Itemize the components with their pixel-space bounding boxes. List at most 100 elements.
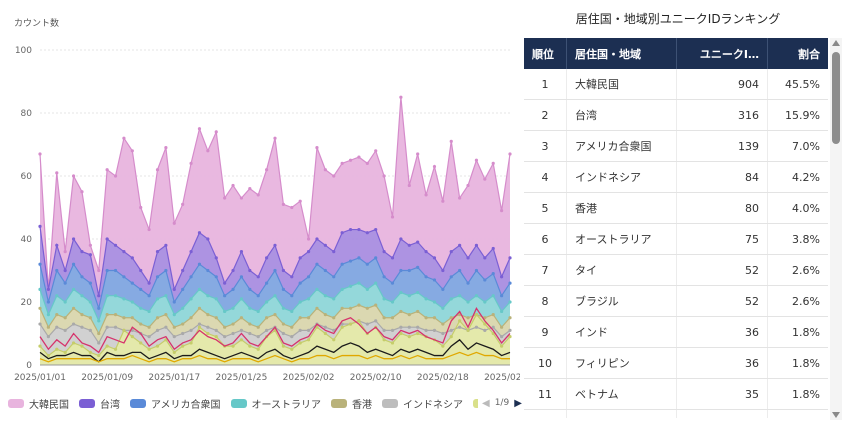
data-point[interactable]	[197, 322, 202, 326]
data-point[interactable]	[181, 268, 185, 273]
data-point[interactable]	[323, 294, 327, 298]
data-point[interactable]	[71, 262, 76, 266]
data-point[interactable]	[38, 306, 42, 310]
data-point[interactable]	[290, 294, 294, 298]
data-point[interactable]	[46, 335, 50, 339]
data-point[interactable]	[189, 297, 193, 301]
data-point[interactable]	[164, 325, 168, 329]
data-point[interactable]	[214, 275, 218, 279]
data-point[interactable]	[332, 297, 336, 301]
header-ratio[interactable]: 割合	[798, 47, 820, 61]
data-point[interactable]	[290, 275, 294, 279]
data-point[interactable]	[122, 250, 126, 254]
data-point[interactable]	[449, 316, 453, 320]
data-point[interactable]	[46, 313, 50, 317]
data-point[interactable]	[407, 335, 411, 339]
data-point[interactable]	[298, 300, 302, 304]
data-point[interactable]	[181, 344, 185, 348]
data-point[interactable]	[55, 243, 59, 247]
data-point[interactable]	[298, 281, 302, 285]
data-point[interactable]	[399, 237, 403, 241]
data-point[interactable]	[147, 347, 151, 351]
data-point[interactable]	[181, 322, 185, 326]
data-point[interactable]	[407, 313, 411, 317]
data-point[interactable]	[88, 350, 92, 354]
data-point[interactable]	[416, 309, 420, 314]
data-point[interactable]	[55, 313, 59, 317]
data-point[interactable]	[147, 281, 151, 285]
data-point[interactable]	[256, 309, 260, 314]
data-point[interactable]	[357, 319, 361, 323]
data-point[interactable]	[357, 256, 361, 260]
data-point[interactable]	[491, 294, 495, 298]
data-point[interactable]	[508, 335, 512, 339]
data-point[interactable]	[97, 294, 101, 298]
data-point[interactable]	[197, 127, 202, 131]
data-point[interactable]	[281, 322, 285, 326]
legend-item[interactable]: 台湾	[79, 396, 120, 411]
data-point[interactable]	[80, 344, 84, 348]
table-row[interactable]: 3 アメリカ合衆国 139 7.0%	[524, 130, 828, 162]
data-point[interactable]	[80, 313, 84, 317]
data-point[interactable]	[273, 268, 277, 273]
data-point[interactable]	[348, 284, 353, 288]
data-point[interactable]	[432, 328, 437, 332]
data-point[interactable]	[483, 256, 487, 260]
data-point[interactable]	[223, 335, 227, 339]
data-point[interactable]	[239, 297, 244, 301]
header-country[interactable]: 居住国・地域	[566, 38, 677, 69]
data-point[interactable]	[63, 300, 67, 304]
data-point[interactable]	[46, 353, 50, 358]
data-point[interactable]	[122, 328, 126, 332]
data-point[interactable]	[248, 268, 252, 273]
data-point[interactable]	[130, 149, 134, 153]
data-point[interactable]	[441, 268, 445, 273]
data-point[interactable]	[399, 95, 403, 99]
data-point[interactable]	[273, 294, 277, 298]
data-point[interactable]	[466, 256, 470, 260]
data-point[interactable]	[214, 328, 218, 332]
data-point[interactable]	[374, 319, 378, 323]
data-point[interactable]	[71, 174, 76, 178]
data-point[interactable]	[508, 328, 512, 332]
data-point[interactable]	[424, 316, 428, 320]
data-point[interactable]	[130, 335, 134, 339]
data-point[interactable]	[399, 268, 403, 273]
data-point[interactable]	[130, 300, 134, 304]
data-point[interactable]	[416, 331, 420, 336]
data-point[interactable]	[155, 344, 160, 348]
data-point[interactable]	[382, 275, 386, 279]
data-point[interactable]	[466, 281, 470, 285]
data-point[interactable]	[357, 227, 361, 232]
data-point[interactable]	[306, 297, 311, 301]
data-point[interactable]	[265, 316, 269, 320]
legend-item[interactable]: インドネシア	[382, 396, 463, 411]
data-point[interactable]	[97, 306, 101, 310]
data-point[interactable]	[38, 322, 42, 326]
data-point[interactable]	[474, 243, 479, 247]
data-point[interactable]	[155, 297, 160, 301]
data-point[interactable]	[466, 328, 470, 332]
data-point[interactable]	[323, 168, 327, 172]
data-point[interactable]	[407, 183, 411, 188]
data-point[interactable]	[46, 287, 50, 291]
data-point[interactable]	[348, 322, 353, 326]
data-point[interactable]	[449, 335, 453, 339]
data-point[interactable]	[206, 313, 210, 317]
data-point[interactable]	[248, 306, 252, 310]
data-point[interactable]	[122, 316, 126, 320]
data-point[interactable]	[458, 319, 462, 323]
data-point[interactable]	[206, 325, 210, 329]
data-point[interactable]	[139, 205, 143, 210]
data-point[interactable]	[63, 350, 67, 354]
data-point[interactable]	[298, 328, 302, 332]
data-point[interactable]	[458, 196, 462, 200]
data-point[interactable]	[97, 268, 101, 273]
data-point[interactable]	[231, 322, 235, 326]
data-point[interactable]	[323, 325, 327, 329]
data-point[interactable]	[382, 338, 386, 342]
data-point[interactable]	[399, 325, 403, 329]
data-point[interactable]	[449, 250, 453, 254]
data-point[interactable]	[466, 300, 470, 304]
data-point[interactable]	[407, 243, 411, 247]
